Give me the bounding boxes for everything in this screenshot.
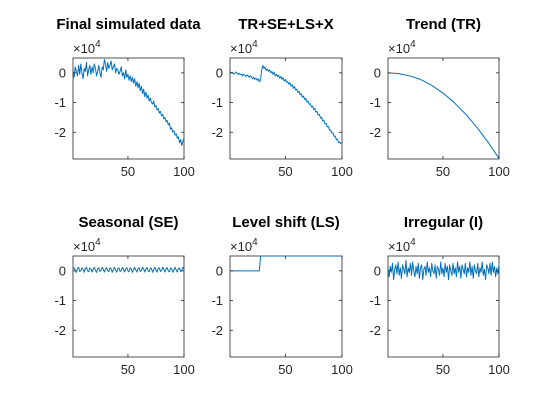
x-tick-label: 100 (173, 362, 195, 377)
y-tick-label: 0 (59, 65, 66, 80)
series-line (388, 259, 499, 281)
y-tick-label: -2 (54, 323, 66, 338)
axes-box (387, 57, 500, 160)
subplot-title: TR+SE+LS+X (238, 16, 333, 33)
y-exponent-label: ×104 (73, 237, 101, 254)
x-tick-label: 100 (173, 164, 195, 179)
series-line (388, 72, 499, 159)
subplot-5: 50 100 0 -1 -2 ×104 Level shift (LS) (211, 214, 352, 377)
axes-box (229, 255, 343, 358)
subplot-6: 50 100 0 -1 -2 ×104 Irregular (I) (369, 214, 509, 377)
subplot-3: 50 100 0 -1 -2 ×104 Trend (TR) (369, 16, 509, 179)
y-tick-label: -1 (54, 95, 66, 110)
x-tick-label: 50 (436, 164, 450, 179)
x-tick-label: 100 (331, 164, 353, 179)
y-tick-label: 0 (59, 263, 66, 278)
y-tick-label: -2 (211, 125, 223, 140)
y-tick-label: -2 (54, 125, 66, 140)
y-tick-label: 0 (374, 263, 381, 278)
y-tick-label: -1 (369, 95, 381, 110)
y-tick-label: -2 (211, 323, 223, 338)
y-tick-label: -1 (211, 293, 223, 308)
y-exponent-label: ×104 (388, 237, 416, 254)
subplot-title: Trend (TR) (406, 16, 481, 33)
y-tick-label: -2 (369, 323, 381, 338)
y-tick-label: -1 (369, 293, 381, 308)
series-line (230, 64, 342, 145)
y-tick-label: -1 (54, 293, 66, 308)
subplot-title: Final simulated data (56, 16, 201, 33)
y-exponent-label: ×104 (230, 237, 258, 254)
subplot-1: 50 100 0 -1 -2 ×104 Final simulated data (54, 16, 201, 179)
subplot-title: Irregular (I) (404, 214, 483, 231)
series-line (230, 256, 342, 272)
x-tick-label: 50 (278, 164, 292, 179)
y-exponent-label: ×104 (388, 39, 416, 56)
x-tick-label: 50 (436, 362, 450, 377)
subplot-2: 50 100 0 -1 -2 ×104 TR+SE+LS+X (211, 16, 352, 179)
subplot-title: Level shift (LS) (232, 214, 340, 231)
series-line (73, 58, 184, 147)
x-tick-label: 100 (331, 362, 353, 377)
axes-box (229, 57, 343, 160)
subplot-4: 50 100 0 -1 -2 ×104 Seasonal (SE) (54, 214, 194, 377)
y-tick-label: -2 (369, 125, 381, 140)
y-tick-label: 0 (374, 65, 381, 80)
subplot-title: Seasonal (SE) (78, 214, 178, 231)
axes-box (72, 255, 185, 358)
x-tick-label: 100 (488, 362, 510, 377)
y-exponent-label: ×104 (73, 39, 101, 56)
series-line (73, 266, 184, 273)
x-tick-label: 50 (121, 362, 135, 377)
x-tick-label: 50 (121, 164, 135, 179)
y-tick-label: -1 (211, 95, 223, 110)
x-tick-label: 100 (488, 164, 510, 179)
y-tick-label: 0 (216, 263, 223, 278)
y-exponent-label: ×104 (230, 39, 258, 56)
axes-box (72, 57, 185, 160)
x-tick-label: 50 (278, 362, 292, 377)
y-tick-label: 0 (216, 65, 223, 80)
